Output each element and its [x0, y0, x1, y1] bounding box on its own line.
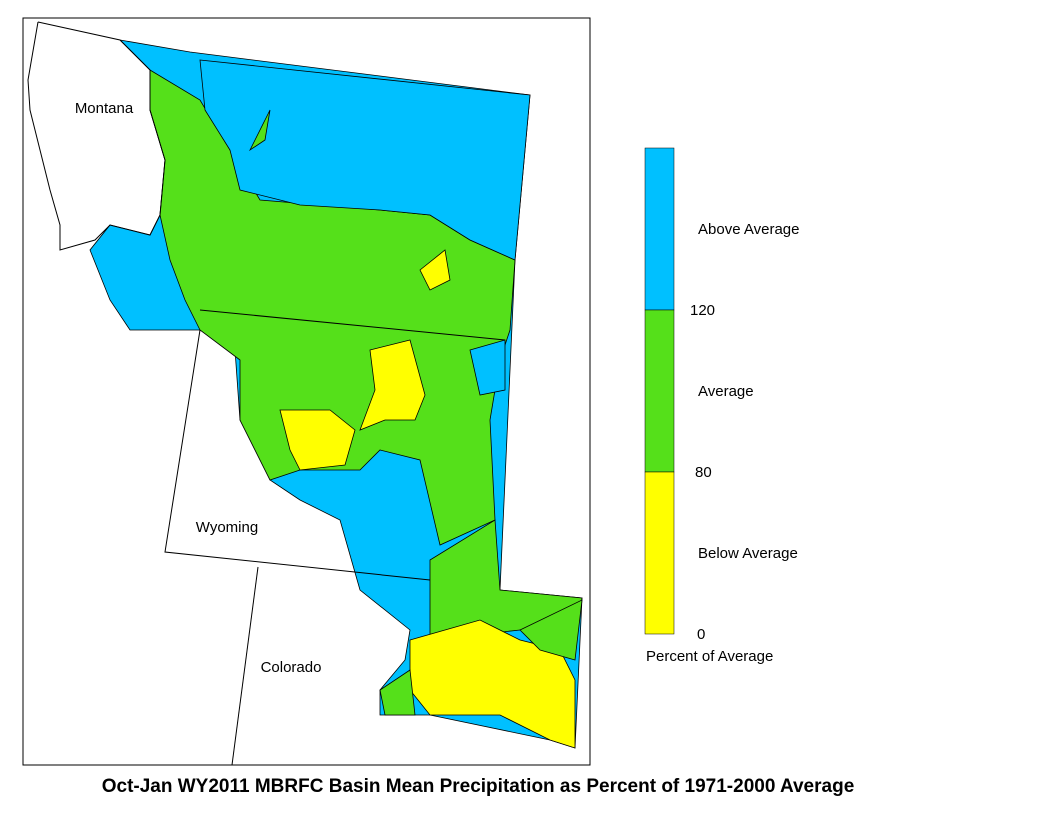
state-label: Colorado	[261, 659, 322, 676]
legend-swatch	[644, 309, 675, 473]
legend: Above Average 120 Average 80 Below Average 0	[644, 147, 799, 643]
basin-region	[419, 249, 451, 291]
legend-label: Below Average	[698, 545, 798, 562]
basin-region	[199, 59, 531, 261]
basin-region	[248, 109, 271, 152]
map-frame	[22, 17, 591, 766]
wyoming-outline	[164, 329, 431, 581]
basin-region	[359, 339, 426, 431]
basin-region	[379, 669, 416, 716]
legend-swatch	[644, 147, 675, 311]
basin-region	[469, 339, 506, 396]
state-line	[199, 309, 506, 341]
title: Oct-Jan WY2011 MBRFC Basin Mean Precipit…	[102, 776, 855, 797]
legend-break: 120	[690, 302, 715, 319]
legend-break: 0	[697, 626, 705, 643]
basin-region	[279, 409, 356, 471]
montana-outline	[27, 21, 166, 251]
legend-swatch	[644, 471, 675, 635]
basin-regions	[89, 39, 583, 749]
basin-region	[519, 599, 583, 661]
legend-break: 80	[695, 464, 712, 481]
colorado-outline	[231, 566, 259, 766]
basin-region	[409, 619, 576, 749]
legend-label: Average	[698, 383, 754, 400]
state-boundaries	[27, 21, 506, 766]
state-label: Montana	[75, 100, 134, 117]
legend-caption: Percent of Average	[646, 648, 773, 665]
legend-label: Above Average	[698, 221, 799, 238]
state-label: Wyoming	[196, 519, 258, 536]
